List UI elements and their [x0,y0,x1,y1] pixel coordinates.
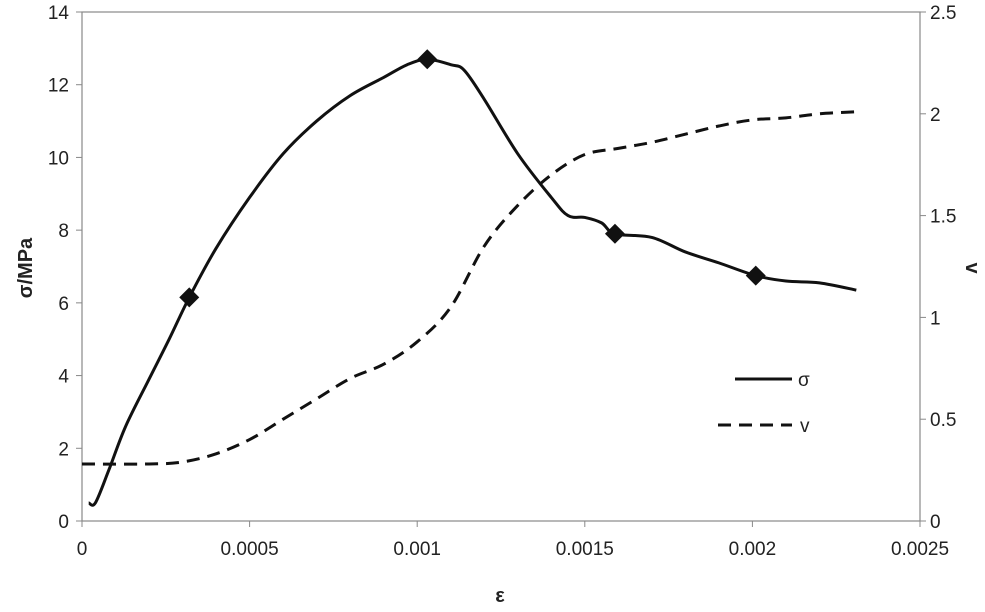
y2-axis-title: v [961,262,983,274]
x-tick-label: 0.002 [729,539,777,560]
data-point-marker [417,49,438,70]
series-line-sigma [88,57,857,507]
marker-layer [179,49,766,308]
y2-tick-label: 1.5 [930,207,956,228]
y2-tick-label: 2.5 [930,3,956,24]
tick-layer: 0 0.0005 0.001 0.0015 0.002 0.002502468101214… [48,3,957,560]
y-tick-label: 12 [48,76,69,97]
legend-label-v: v [800,416,810,437]
y-tick-label: 10 [48,148,69,169]
plot-area-border [81,11,921,522]
data-point-marker [745,265,766,286]
x-tick-label: 0 [77,539,88,560]
plot-frame [81,11,921,522]
y2-tick-label: 2 [930,105,941,126]
x-tick-label: 0.001 [393,539,441,560]
data-point-marker [604,223,625,244]
y-tick-label: 14 [48,3,70,24]
y-tick-label: 8 [58,221,69,242]
series-layer [81,57,857,507]
x-tick-label: 0.0025 [891,539,949,560]
y-tick-label: 4 [58,367,69,388]
x-axis-title: ε [495,585,505,607]
y2-tick-label: 1 [930,308,941,329]
y-tick-label: 0 [58,512,69,533]
y-tick-label: 2 [58,439,69,460]
legend: σ v [718,370,810,437]
y2-tick-label: 0 [930,512,941,533]
y2-tick-label: 0.5 [930,410,956,431]
x-tick-label: 0.0005 [221,539,279,560]
y-tick-label: 6 [58,294,69,315]
legend-label-sigma: σ [798,370,810,391]
data-point-marker [179,287,200,308]
y-axis-title: σ/MPa [15,237,37,298]
x-tick-label: 0.0015 [556,539,614,560]
series-line-v [81,110,857,466]
